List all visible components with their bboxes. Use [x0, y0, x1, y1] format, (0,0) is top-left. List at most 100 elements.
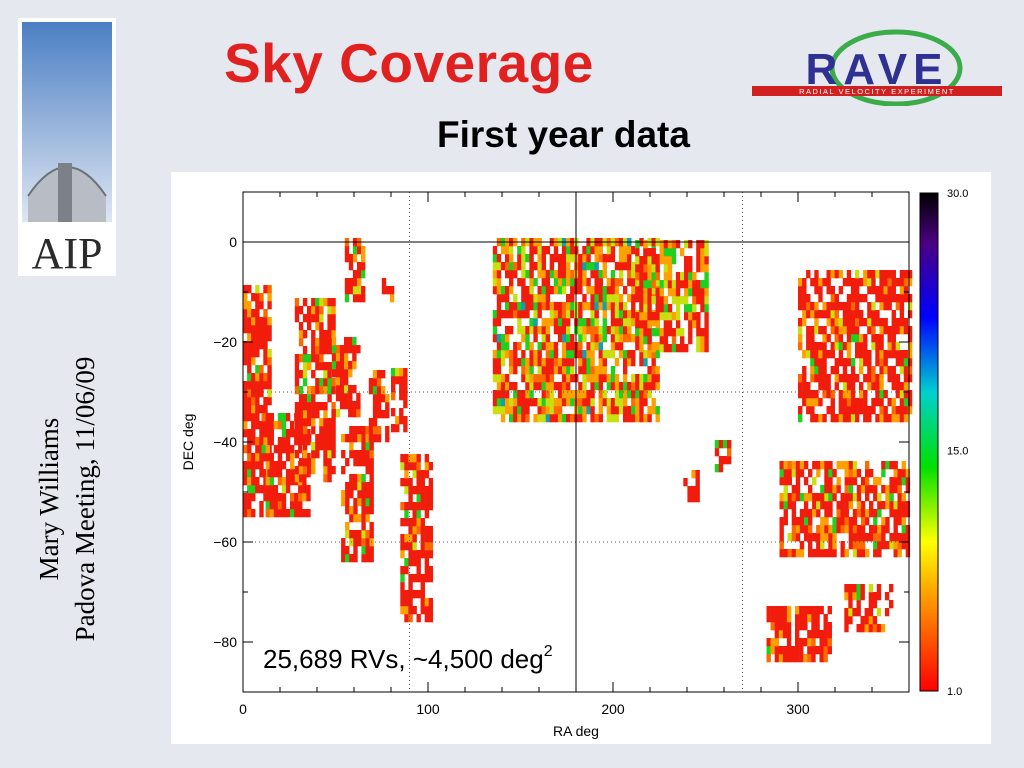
- heatmap-cell: [635, 414, 640, 423]
- heatmap-cell: [647, 326, 652, 335]
- heatmap-cell: [782, 654, 788, 663]
- heatmap-cell: [798, 294, 803, 303]
- heatmap-cell: [557, 334, 563, 343]
- heatmap-cell: [247, 501, 252, 510]
- heatmap-cell: [842, 278, 848, 287]
- heatmap-cell: [408, 518, 413, 527]
- heatmap-cell: [420, 550, 425, 559]
- heatmap-cell: [561, 366, 567, 375]
- heatmap-cell: [586, 358, 591, 367]
- heatmap-cell: [901, 469, 906, 478]
- heatmap-cell: [513, 406, 518, 415]
- heatmap-cell: [376, 410, 382, 419]
- heatmap-cell: [307, 314, 312, 323]
- heatmap-cell: [541, 342, 546, 351]
- annotation-text: 25,689 RVs, ~4,500 deg: [263, 644, 544, 674]
- x-axis-label: RA deg: [553, 723, 599, 739]
- heatmap-cell: [879, 294, 884, 303]
- heatmap-cell: [819, 638, 824, 647]
- heatmap-cell: [327, 418, 332, 427]
- heatmap-cell: [541, 390, 546, 399]
- heatmap-cell: [416, 614, 421, 623]
- heatmap-cell: [578, 270, 583, 279]
- heatmap-cell: [850, 310, 856, 319]
- heatmap-cell: [348, 286, 354, 295]
- heatmap-cell: [647, 350, 652, 359]
- heatmap-cell: [897, 469, 902, 478]
- heatmap-cell: [814, 358, 819, 367]
- heatmap-cell: [391, 408, 396, 417]
- heatmap-cell: [774, 638, 780, 647]
- heatmap-cell: [680, 296, 685, 305]
- heatmap-cell: [871, 326, 876, 335]
- heatmap-cell: [586, 366, 591, 375]
- heatmap-cell: [500, 390, 506, 399]
- heatmap-cell: [590, 294, 595, 303]
- heatmap-cell: [802, 398, 807, 407]
- heatmap-cell: [290, 453, 295, 462]
- heatmap-cell: [259, 373, 264, 382]
- heatmap-cell: [834, 302, 839, 311]
- heatmap-cell: [871, 334, 876, 343]
- heatmap-cell: [643, 248, 648, 257]
- heatmap-cell: [533, 318, 538, 327]
- heatmap-cell: [832, 525, 837, 534]
- heatmap-cell: [549, 310, 555, 319]
- heatmap-cell: [590, 262, 595, 271]
- heatmap-cell: [895, 278, 901, 287]
- heatmap-cell: [812, 493, 817, 502]
- heatmap-cell: [885, 501, 890, 510]
- heatmap-cell: [891, 350, 896, 359]
- heatmap-cell: [298, 426, 304, 435]
- heatmap-cell: [859, 366, 864, 375]
- heatmap-cell: [850, 334, 856, 343]
- heatmap-cell: [348, 409, 353, 418]
- heatmap-cell: [659, 312, 664, 321]
- heatmap-cell: [404, 590, 409, 599]
- heatmap-cell: [651, 280, 656, 289]
- heatmap-cell: [903, 278, 909, 287]
- heatmap-cell: [255, 389, 260, 398]
- heatmap-cell: [824, 533, 829, 542]
- heatmap-cell: [315, 410, 320, 419]
- heatmap-cell: [525, 406, 530, 415]
- heatmap-cell: [399, 368, 404, 377]
- heatmap-cell: [557, 414, 563, 423]
- heatmap-cell: [285, 453, 291, 462]
- heatmap-cell: [623, 310, 628, 319]
- heatmap-cell: [570, 358, 575, 367]
- heatmap-cell: [509, 262, 514, 271]
- heatmap-cell: [598, 342, 603, 351]
- heatmap-cell: [826, 270, 831, 279]
- heatmap-cell: [582, 278, 587, 287]
- heatmap-cell: [294, 402, 300, 411]
- heatmap-cell: [302, 402, 308, 411]
- heatmap-cell: [631, 286, 636, 295]
- heatmap-cell: [700, 328, 705, 337]
- heatmap-cell: [783, 493, 788, 502]
- heatmap-cell: [553, 318, 559, 327]
- heatmap-cell: [867, 326, 872, 335]
- heatmap-cell: [348, 369, 353, 378]
- heatmap-cell: [846, 270, 852, 279]
- heatmap-cell: [537, 262, 542, 271]
- heatmap-cell: [639, 264, 644, 273]
- heatmap-cell: [618, 398, 624, 407]
- heatmap-cell: [907, 302, 913, 311]
- heatmap-cell: [361, 458, 366, 467]
- heatmap-cell: [582, 398, 587, 407]
- heatmap-cell: [842, 318, 848, 327]
- heatmap-cell: [667, 256, 673, 265]
- heatmap-cell: [517, 406, 522, 415]
- heatmap-cell: [623, 246, 628, 255]
- heatmap-cell: [361, 506, 366, 515]
- heatmap-cell: [331, 426, 336, 435]
- heatmap-cell: [529, 326, 534, 335]
- heatmap-cell: [863, 358, 868, 367]
- heatmap-cell: [263, 333, 268, 342]
- heatmap-cell: [655, 288, 660, 297]
- heatmap-cell: [891, 366, 896, 375]
- heatmap-cell: [500, 406, 506, 415]
- heatmap-cell: [887, 294, 892, 303]
- heatmap-cell: [294, 386, 300, 395]
